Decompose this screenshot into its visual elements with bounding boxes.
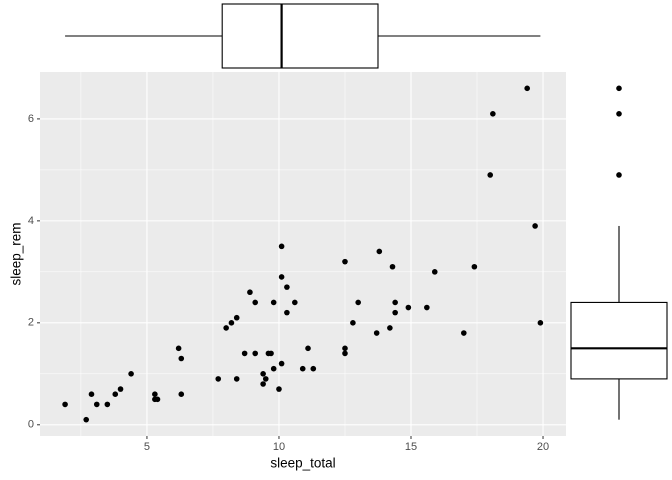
point	[175, 345, 182, 352]
point	[233, 376, 240, 382]
point	[62, 401, 68, 408]
x-axis-label: sleep_total	[270, 456, 335, 471]
y-tick-label: 4	[28, 215, 34, 227]
point	[532, 223, 538, 229]
point	[270, 365, 277, 372]
point	[128, 371, 134, 377]
point	[241, 350, 248, 357]
point	[152, 391, 158, 397]
point	[252, 350, 259, 357]
point	[389, 263, 396, 270]
point	[270, 299, 277, 306]
point	[260, 381, 266, 387]
box	[221, 3, 379, 69]
point	[117, 386, 124, 392]
point	[350, 320, 356, 326]
point	[342, 345, 348, 352]
point	[262, 376, 269, 382]
point	[373, 330, 380, 336]
outlier	[616, 111, 622, 117]
point	[223, 325, 229, 331]
point	[215, 376, 222, 382]
point	[537, 320, 544, 326]
point	[342, 258, 348, 265]
point	[310, 365, 317, 372]
point	[299, 365, 306, 372]
point	[93, 401, 100, 408]
point	[252, 299, 259, 306]
point	[268, 350, 274, 357]
outlier	[616, 85, 622, 92]
point	[524, 85, 530, 92]
x-tick-label: 15	[405, 441, 417, 453]
point	[228, 320, 235, 326]
point	[83, 416, 90, 423]
outlier	[616, 172, 622, 178]
x-tick-label: 5	[144, 441, 150, 453]
point	[154, 396, 161, 403]
point	[305, 345, 311, 352]
point	[392, 309, 398, 316]
point	[112, 391, 119, 397]
point	[276, 386, 282, 392]
point	[233, 314, 240, 321]
panel-background	[40, 72, 566, 436]
point	[104, 401, 111, 408]
point	[355, 299, 361, 306]
point	[88, 391, 95, 397]
x-tick-label: 20	[537, 441, 549, 453]
point	[490, 111, 496, 117]
point	[376, 248, 383, 255]
point	[278, 243, 285, 250]
point	[424, 304, 430, 311]
box	[570, 301, 668, 380]
point	[284, 284, 290, 290]
x-tick-label: 10	[273, 441, 285, 453]
point	[247, 289, 253, 296]
point	[178, 355, 185, 362]
point	[260, 371, 266, 377]
y-axis-label: sleep_rem	[9, 222, 24, 285]
point	[342, 350, 348, 357]
point	[471, 263, 478, 270]
y-tick-label: 2	[28, 317, 34, 329]
point	[278, 274, 285, 280]
point	[405, 304, 412, 311]
point	[278, 360, 285, 367]
point	[387, 325, 393, 331]
y-tick-label: 0	[28, 419, 34, 431]
point	[487, 172, 494, 178]
y-tick-label: 6	[28, 113, 34, 125]
point	[178, 391, 185, 397]
point	[292, 299, 298, 306]
point	[431, 269, 438, 275]
point	[461, 330, 467, 336]
point	[284, 309, 290, 316]
point	[392, 299, 398, 306]
